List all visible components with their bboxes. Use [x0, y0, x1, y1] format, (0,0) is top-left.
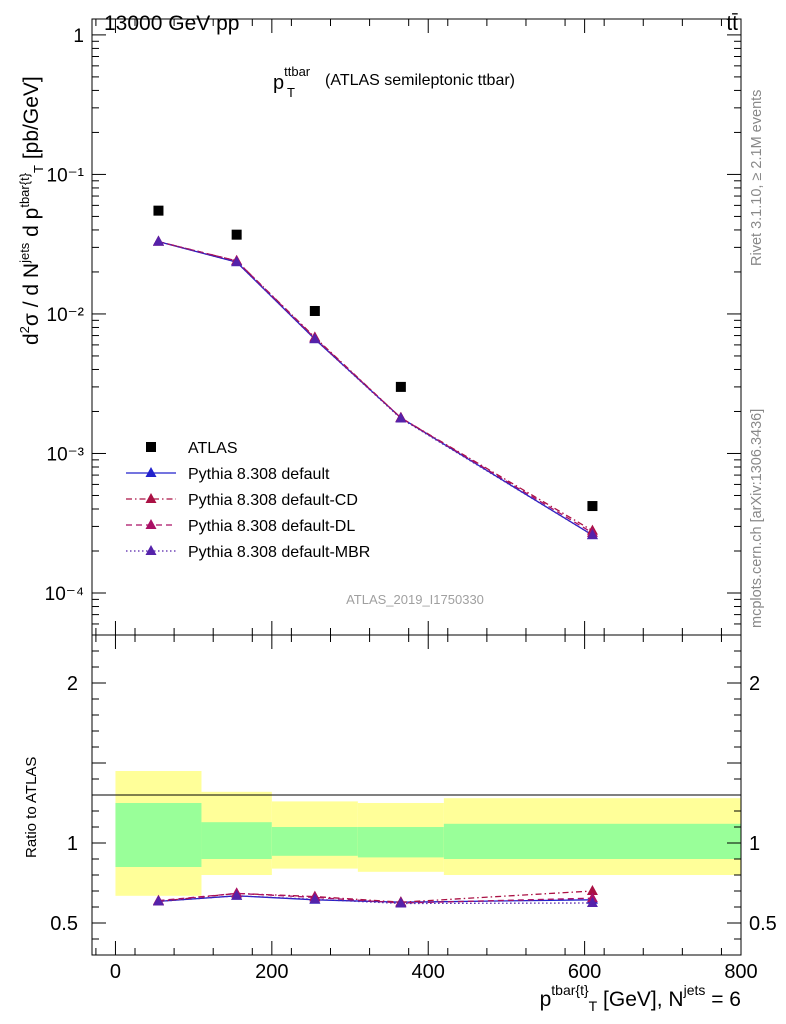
ratio-series-marker — [395, 897, 407, 908]
ratio-series-markers — [152, 885, 598, 908]
main-plot-frame — [91, 18, 742, 636]
legend-label: Pythia 8.308 default-MBR — [188, 544, 370, 561]
ratio-series-marker — [231, 889, 243, 900]
ratio-plot-frame — [91, 634, 742, 956]
legend-marker — [145, 493, 157, 503]
atlas-data-point — [231, 229, 242, 240]
ratio-y-tick-label: 0.5 — [50, 913, 78, 935]
mc-series-marker — [231, 256, 243, 267]
analysis-watermark: ATLAS_2019_I1750330 — [346, 592, 484, 607]
main-axis-ticks: 10⁻⁴ 10⁻³ 10⁻² 10⁻¹ 1 — [45, 19, 742, 636]
ratio-y-tick-label-right: 1 — [749, 833, 760, 855]
y-tick-label: 10⁻⁴ — [45, 584, 84, 605]
ratio-inner-band — [357, 827, 444, 858]
atlas-data-point — [587, 501, 598, 512]
ratio-series-marker — [586, 885, 598, 895]
ratio-xlabel: ptbar{t}T [GeV], Njets = 6 — [540, 982, 741, 1014]
mc-series-marker — [152, 235, 164, 246]
ratio-inner-band — [271, 827, 358, 856]
y-tick-label: 10⁻¹ — [47, 165, 85, 186]
atlas-data-point — [395, 381, 406, 392]
mc-series-marker — [395, 412, 407, 423]
rivet-version-label: Rivet 3.1.10, ≥ 2.1M events — [749, 90, 765, 266]
legend-label: Pythia 8.308 default — [188, 466, 330, 483]
title-superscript: ttbar — [284, 64, 311, 79]
ratio-inner-band — [201, 822, 272, 859]
x-tick-label: 0 — [110, 961, 121, 983]
main-title: pttbar T (ATLAS semileptonic ttbar) — [273, 64, 515, 100]
legend-atlas-marker — [146, 442, 156, 452]
ratio-y-tick-label-right: 0.5 — [749, 913, 777, 935]
x-tick-label: 400 — [412, 961, 445, 983]
mc-series-marker — [586, 529, 598, 540]
ratio-uncertainty-bands — [115, 771, 741, 896]
legend-label: Pythia 8.308 default-CD — [188, 492, 358, 509]
ratio-series-lines — [158, 890, 593, 905]
y-tick-label: 1 — [73, 26, 84, 47]
legend: ATLAS Pythia 8.308 default Pythia 8.308 de… — [126, 440, 370, 561]
legend-marker — [145, 467, 157, 477]
ratio-series-line — [158, 895, 593, 905]
header-process-label: 13000 GeV pp — [104, 12, 239, 35]
ratio-ylabel: Ratio to ATLAS — [23, 757, 40, 858]
title-symbol: p — [273, 72, 284, 94]
atlas-data-point — [309, 305, 320, 316]
svg-text:pttbar: pttbar — [273, 64, 311, 94]
main-series-markers — [152, 205, 598, 540]
legend-label: Pythia 8.308 default-DL — [188, 518, 355, 535]
title-text: (ATLAS semileptonic ttbar) — [325, 72, 515, 89]
ratio-inner-band — [443, 823, 741, 859]
ratio-y-tick-label-right: 2 — [749, 673, 760, 695]
x-tick-label: 800 — [724, 961, 757, 983]
mc-series-line — [158, 240, 593, 532]
x-tick-label: 200 — [255, 961, 288, 983]
y-tick-label: 10⁻² — [47, 305, 85, 326]
legend-marker — [145, 519, 157, 529]
ratio-inner-band — [115, 803, 202, 867]
y-tick-label: 10⁻³ — [47, 444, 85, 465]
atlas-data-point — [153, 205, 164, 216]
legend-label: ATLAS — [188, 440, 238, 457]
ratio-series-marker — [586, 897, 598, 907]
title-subscript: T — [287, 85, 295, 100]
mc-series-marker — [309, 333, 321, 344]
ratio-series-line — [158, 892, 593, 904]
mc-series-line — [158, 240, 593, 534]
ratio-series-marker — [309, 893, 321, 904]
ratio-y-tick-label: 2 — [67, 673, 78, 695]
legend-marker — [145, 545, 157, 555]
mcplots-label: mcplots.cern.ch [arXiv:1306.3436] — [749, 409, 765, 628]
header-channel-label: tt̄ — [726, 12, 738, 35]
ratio-axis-ticks: 0.5 0.5 1 1 2 2 0 200 400 600 800 — [50, 634, 777, 983]
ratio-series-line — [158, 890, 593, 903]
ratio-series-marker — [152, 895, 164, 906]
x-tick-label: 600 — [568, 961, 601, 983]
ratio-y-tick-label: 1 — [67, 833, 78, 855]
main-ylabel: d2σ / d Njets d ptbar{t}T [pb/GeV] — [17, 76, 46, 345]
